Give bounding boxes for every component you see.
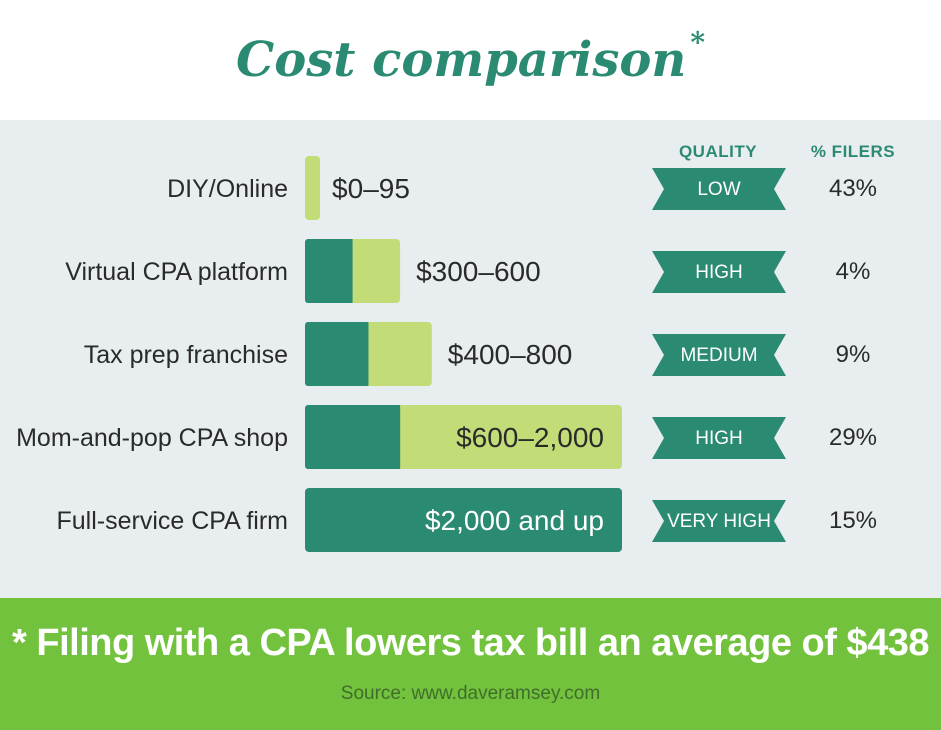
bar-min-edge xyxy=(364,322,369,386)
quality-label: LOW xyxy=(697,179,740,200)
percent-filers-value: 4% xyxy=(836,258,871,285)
bar-open-ended xyxy=(305,488,622,552)
quality-ribbon xyxy=(652,417,786,459)
quality-ribbon xyxy=(652,251,786,293)
category-label: Tax prep franchise xyxy=(84,341,288,369)
quality-column-header: QUALITY xyxy=(678,142,758,161)
title-asterisk: * xyxy=(690,26,705,59)
bar-min-segment xyxy=(305,405,401,469)
quality-ribbon xyxy=(652,500,786,542)
chart-title: Cost comparison * xyxy=(236,26,705,88)
range-label: $600–2,000 xyxy=(456,422,604,453)
quality-ribbon xyxy=(652,168,786,210)
quality-label: HIGH xyxy=(695,428,743,449)
cost-chart: DIY/Online $0–95 LOW 43% Virtual CPA platfor… xyxy=(16,156,877,552)
bar-min-edge xyxy=(396,405,401,469)
filers-column-header: % FILERS xyxy=(810,142,896,161)
category-label: Mom-and-pop CPA shop xyxy=(16,424,288,452)
range-label: $2,000 and up xyxy=(425,505,604,536)
bar-min-segment xyxy=(305,239,353,303)
bar-min-segment xyxy=(305,322,369,386)
source-line: Source: www.daveramsey.com xyxy=(340,683,601,704)
range-label: $400–800 xyxy=(448,339,573,370)
range-label: $0–95 xyxy=(332,173,410,204)
title-area: Cost comparison * xyxy=(0,0,941,120)
footer-band xyxy=(0,598,941,730)
quality-label: MEDIUM xyxy=(680,345,757,366)
percent-filers-value: 9% xyxy=(836,341,871,368)
category-label: Virtual CPA platform xyxy=(65,258,288,286)
percent-filers-value: 43% xyxy=(829,175,877,202)
percent-filers-value: 29% xyxy=(829,424,877,451)
bar-max-segment xyxy=(305,156,321,220)
range-label: $300–600 xyxy=(416,256,541,287)
category-label: Full-service CPA firm xyxy=(56,507,288,535)
footer-note: * Filing with a CPA lowers tax bill an a… xyxy=(12,622,929,664)
category-label: DIY/Online xyxy=(167,175,288,203)
bar-min-edge xyxy=(348,239,353,303)
quality-label: VERY HIGH xyxy=(667,511,771,532)
percent-filers-value: 15% xyxy=(829,507,877,534)
quality-ribbon xyxy=(652,334,786,376)
quality-label: HIGH xyxy=(695,262,743,283)
